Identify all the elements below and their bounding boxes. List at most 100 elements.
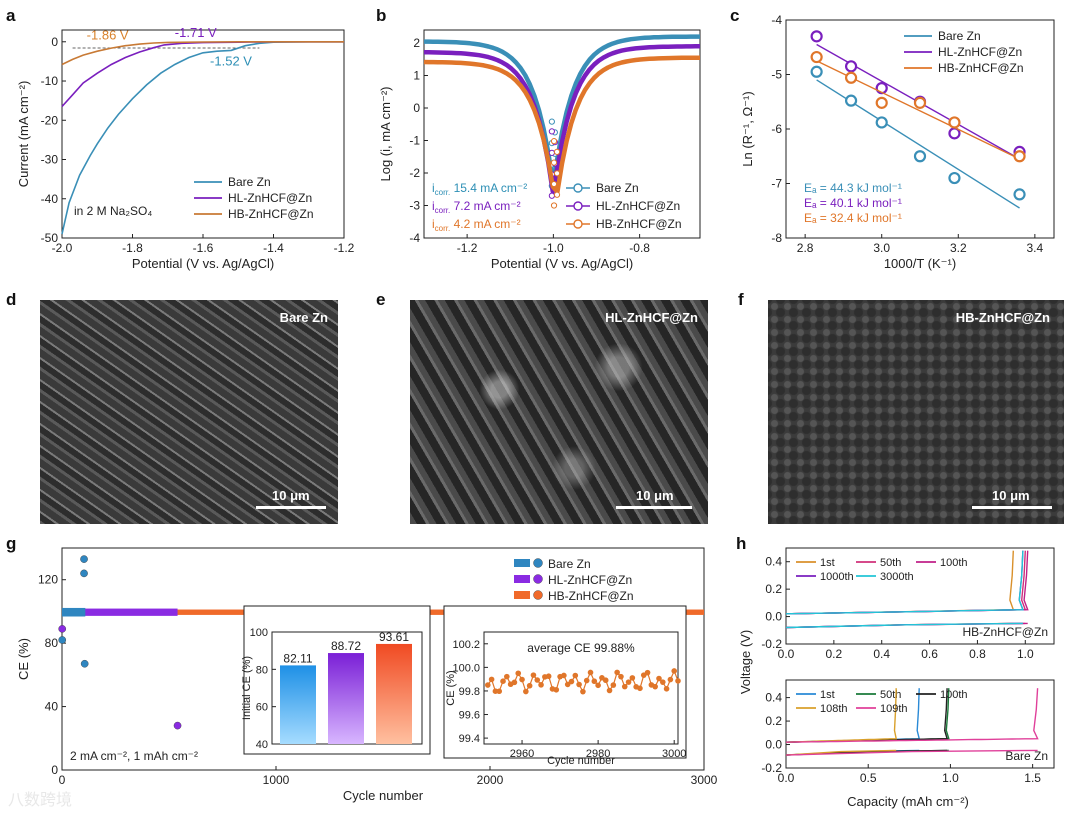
- inset-ce-point: [644, 669, 651, 676]
- legend-marker: [533, 574, 543, 584]
- inset-ce-point: [671, 668, 677, 674]
- icorr-subscript: corr.: [435, 188, 451, 197]
- inset-ce-point: [576, 681, 582, 688]
- data-point: [948, 171, 961, 185]
- series-marker: [553, 148, 561, 155]
- data-point: [844, 60, 858, 73]
- y-tick-label: 0.4: [765, 691, 782, 705]
- outlier-point: [80, 555, 88, 563]
- inset-ce-point: [553, 686, 560, 693]
- legend-label: Bare Zn: [228, 175, 271, 189]
- legend-label: HL-ZnHCF@Zn: [548, 573, 632, 587]
- series-band-hl: [62, 608, 178, 616]
- panel-label-c: c: [730, 6, 740, 25]
- y-tick-label: 0: [51, 763, 58, 777]
- x-axis-title: Cycle number: [343, 788, 424, 803]
- x-tick-label: -0.8: [629, 241, 650, 255]
- x-axis-title: Cycle number: [547, 755, 615, 767]
- y-tick-label: -0.2: [761, 637, 782, 651]
- plot-frame: [483, 631, 679, 745]
- legend-label: 3000th: [880, 571, 914, 583]
- x-tick-label: 2960: [510, 748, 534, 760]
- y-axis-title: CE (%): [16, 638, 31, 680]
- icorr-label: icorr. 15.4 mA cm⁻²: [432, 181, 527, 197]
- x-axis-title: Potential (V vs. Ag/AgCl): [491, 256, 633, 271]
- inset-ce-point: [659, 679, 666, 685]
- data-point: [810, 30, 823, 43]
- y-tick-label: -4: [409, 231, 420, 245]
- y-tick-label: 0: [51, 35, 58, 49]
- inset-ce-point: [675, 678, 681, 684]
- charge-curve-2: [785, 688, 949, 743]
- inset-ce-point: [587, 669, 594, 676]
- y-tick-label: 80: [256, 664, 268, 676]
- series-line-1: [424, 44, 700, 194]
- x-tick-label: 3000: [691, 773, 718, 787]
- outlier-point: [173, 721, 182, 730]
- activation-energy-label: Eₐ = 44.3 kJ mol⁻¹: [804, 181, 902, 195]
- y-tick-label: 0.4: [765, 555, 782, 569]
- legend-swatch: [514, 575, 530, 583]
- data-point: [913, 96, 927, 109]
- data-point: [810, 50, 823, 64]
- y-tick-label: 0.0: [765, 738, 782, 752]
- inset-ce-point: [496, 688, 503, 695]
- legend-swatch: [514, 559, 530, 567]
- inset-bar: [280, 665, 316, 744]
- annotation-label: -1.86 V: [87, 27, 129, 42]
- outlier-point: [58, 625, 67, 633]
- legend-label: HL-ZnHCF@Zn: [596, 199, 680, 213]
- legend-label: 100th: [940, 689, 968, 701]
- y-tick-label: 100.2: [452, 639, 480, 651]
- panel-label-h: h: [736, 534, 747, 553]
- icorr-label: icorr. 7.2 mA cm⁻²: [432, 199, 521, 215]
- y-tick-label: -4: [771, 13, 782, 27]
- inset-bar: [328, 653, 364, 744]
- plot-frame: [785, 547, 1055, 645]
- inset-ce-point: [663, 686, 670, 692]
- icorr-value: 15.4 mA cm⁻²: [450, 181, 527, 195]
- x-tick-label: 0.2: [826, 647, 843, 661]
- series-line-2: [61, 41, 344, 66]
- x-tick-label: -1.2: [334, 241, 355, 255]
- x-tick-label: 0.0: [778, 647, 795, 661]
- scale-bar: [972, 506, 1052, 509]
- legend-marker: [533, 590, 543, 600]
- x-axis-title: 1000/T (K⁻¹): [884, 256, 956, 271]
- inset-ce-point: [667, 676, 674, 683]
- scale-bar-label: 10 μm: [636, 488, 674, 503]
- legend-label: Bare Zn: [548, 557, 591, 571]
- panel-label-b: b: [376, 6, 387, 25]
- inset-ce-point: [656, 675, 662, 682]
- inset-ce-point: [625, 679, 632, 685]
- y-tick-label: 100: [250, 627, 268, 639]
- outlier-point: [80, 659, 89, 668]
- charge-curve-4: [785, 550, 1024, 615]
- data-point: [844, 94, 858, 107]
- x-tick-label: 3000: [662, 748, 686, 760]
- series-marker: [550, 180, 558, 188]
- plot-frame: [423, 29, 701, 239]
- panel-label-f: f: [738, 290, 744, 309]
- y-axis-title: Log (i, mA cm⁻²): [378, 87, 393, 182]
- inset-ce-point: [568, 678, 575, 685]
- inset-ce-point: [618, 673, 624, 680]
- inset-ce-point: [637, 685, 643, 692]
- y-axis-title: Initial CE (%): [241, 656, 253, 720]
- series-marker: [548, 118, 555, 125]
- inset-ce-point: [561, 672, 567, 679]
- plot-frame: [61, 547, 705, 771]
- data-point: [875, 116, 888, 129]
- charge-curve-1: [785, 688, 950, 743]
- inset-ce-point: [500, 678, 506, 684]
- inset-ce-point: [545, 673, 552, 680]
- inset-ce-point: [515, 670, 522, 677]
- x-tick-label: 0.0: [778, 771, 795, 785]
- icorr-symbol: i: [432, 199, 435, 213]
- x-tick-label: 1.0: [1017, 647, 1034, 661]
- x-tick-label: 0.5: [860, 771, 877, 785]
- data-point: [875, 96, 888, 109]
- inset-ce-point: [538, 682, 544, 688]
- inset-ce-point: [595, 682, 601, 689]
- annotation-label: -1.52 V: [210, 53, 252, 68]
